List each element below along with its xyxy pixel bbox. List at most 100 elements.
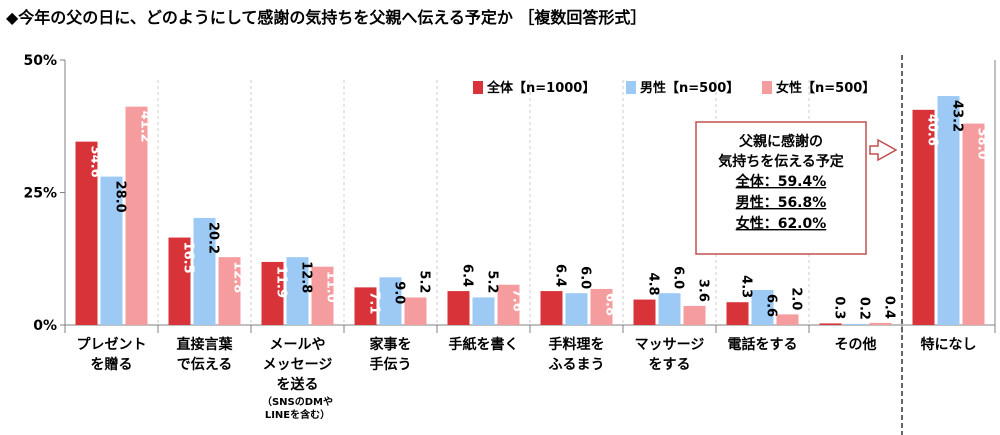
- bar-value-label: 28.0: [113, 181, 128, 213]
- bar-value-label: 7.6: [510, 289, 525, 312]
- legend-swatch: [626, 81, 636, 94]
- annotation-line: 父親に感謝の: [738, 133, 823, 150]
- category-label: マッサージ: [635, 337, 705, 353]
- category-label: 電話をする: [728, 336, 798, 353]
- bar: [776, 314, 799, 325]
- bar: [962, 123, 985, 325]
- bar: [540, 291, 563, 325]
- bar-value-label: 20.2: [206, 222, 221, 254]
- bar-value-label: 0.3: [832, 296, 847, 319]
- bar: [100, 176, 123, 325]
- bar-value-label: 43.2: [950, 100, 965, 132]
- annotation-stat: 男性：56.8%: [736, 194, 827, 211]
- y-tick-label: 25%: [23, 186, 57, 202]
- bar-value-label: 38.0: [975, 128, 990, 160]
- bar: [912, 109, 935, 325]
- category-label: 手紙を書く: [449, 336, 519, 353]
- bar-value-label: 6.0: [578, 266, 593, 289]
- page-title: ◆今年の父の日に、どのようにして感謝の気持ちを父親へ伝える予定か ［複数回答形式…: [6, 8, 647, 27]
- bar: [497, 284, 520, 325]
- category-label: 特になし: [921, 336, 977, 353]
- bar-value-label: 16.5: [181, 242, 196, 274]
- bar: [168, 237, 191, 325]
- category-note: LINEを含む）: [265, 408, 330, 421]
- chart-value-labels: 34.6 16.5 11.9 7.1 6.4 6.4 4.8 4.3 0.3 40.6 28.0 20…: [88, 100, 990, 320]
- bar: [311, 266, 334, 325]
- bar: [658, 293, 681, 325]
- bar-value-label: 6.4: [553, 264, 568, 287]
- bar: [819, 323, 842, 325]
- legend-label: 男性【n=500】: [640, 80, 739, 96]
- category-note: （SNSのDMや: [262, 395, 333, 408]
- bar: [354, 287, 377, 325]
- annotation-line: 気持ちを伝える予定: [718, 153, 844, 170]
- bar-value-label: 4.8: [646, 273, 661, 296]
- annotation-stat: 全体：59.4%: [735, 173, 827, 190]
- y-tick-label: 0%: [33, 318, 57, 334]
- bar-value-label: 6.0: [671, 266, 686, 289]
- bar: [683, 305, 706, 325]
- bar: [286, 257, 309, 325]
- annotation-arrow: [869, 138, 898, 162]
- bar: [751, 290, 774, 325]
- bar: [726, 302, 749, 325]
- legend-label: 女性【n=500】: [776, 80, 875, 96]
- bar-value-label: 0.2: [857, 297, 872, 320]
- bar-value-label: 9.0: [392, 281, 407, 304]
- chart-bars: [75, 96, 985, 325]
- bar: [261, 261, 284, 325]
- bar-value-label: 6.4: [460, 264, 475, 287]
- legend-label: 全体【n=1000】: [486, 80, 595, 96]
- bar-value-label: 12.8: [299, 261, 314, 293]
- bar: [565, 293, 588, 325]
- category-label: をする: [649, 357, 691, 373]
- bar: [937, 96, 960, 325]
- bar: [590, 288, 613, 325]
- bar-value-label: 11.0: [324, 271, 339, 303]
- bar-value-label: 7.1: [367, 291, 382, 314]
- bar-value-label: 11.9: [274, 266, 289, 298]
- bar-value-label: 2.0: [789, 287, 804, 310]
- category-label: その他: [835, 336, 877, 353]
- bar: [379, 277, 402, 325]
- bar: [869, 322, 892, 325]
- bar: [633, 299, 656, 325]
- bar-value-label: 41.2: [138, 111, 153, 143]
- category-label: ふるまう: [549, 357, 605, 373]
- bar-value-label: 12.8: [231, 261, 246, 293]
- bar-value-label: 40.6: [925, 114, 940, 146]
- category-label: プレゼント: [77, 336, 147, 353]
- legend-swatch: [762, 81, 772, 94]
- category-label: を贈る: [91, 356, 133, 373]
- category-label: 直接言葉: [177, 336, 234, 353]
- bar: [844, 323, 867, 325]
- legend-swatch: [473, 81, 483, 94]
- bar: [472, 297, 495, 325]
- category-label: を送る: [277, 376, 319, 393]
- category-label: で伝える: [177, 356, 233, 373]
- annotation-stat: 女性：62.0%: [736, 215, 827, 232]
- y-tick-label: 50%: [23, 53, 57, 69]
- chart-legend: 全体【n=1000】 男性【n=500】 女性【n=500】: [473, 80, 875, 96]
- category-label: メッセージ: [263, 357, 333, 373]
- bar: [447, 291, 470, 325]
- category-label: 手料理を: [549, 336, 605, 353]
- bar-value-label: 4.3: [739, 275, 754, 298]
- category-label: 家事を: [370, 336, 412, 353]
- chart-axes: 0% 25% 50%: [23, 53, 996, 435]
- bar-value-label: 6.8: [603, 293, 618, 316]
- bar-value-label: 3.6: [696, 279, 711, 302]
- bar: [193, 217, 216, 325]
- bar-value-label: 0.4: [882, 296, 897, 319]
- bar-value-label: 34.6: [88, 146, 103, 178]
- bar-value-label: 5.2: [485, 270, 500, 293]
- bar: [218, 257, 241, 325]
- bar: [125, 106, 148, 325]
- bar-value-label: 5.2: [417, 270, 432, 293]
- category-label: 手伝う: [370, 356, 412, 373]
- bar: [75, 141, 98, 325]
- annotation-box: [695, 121, 867, 255]
